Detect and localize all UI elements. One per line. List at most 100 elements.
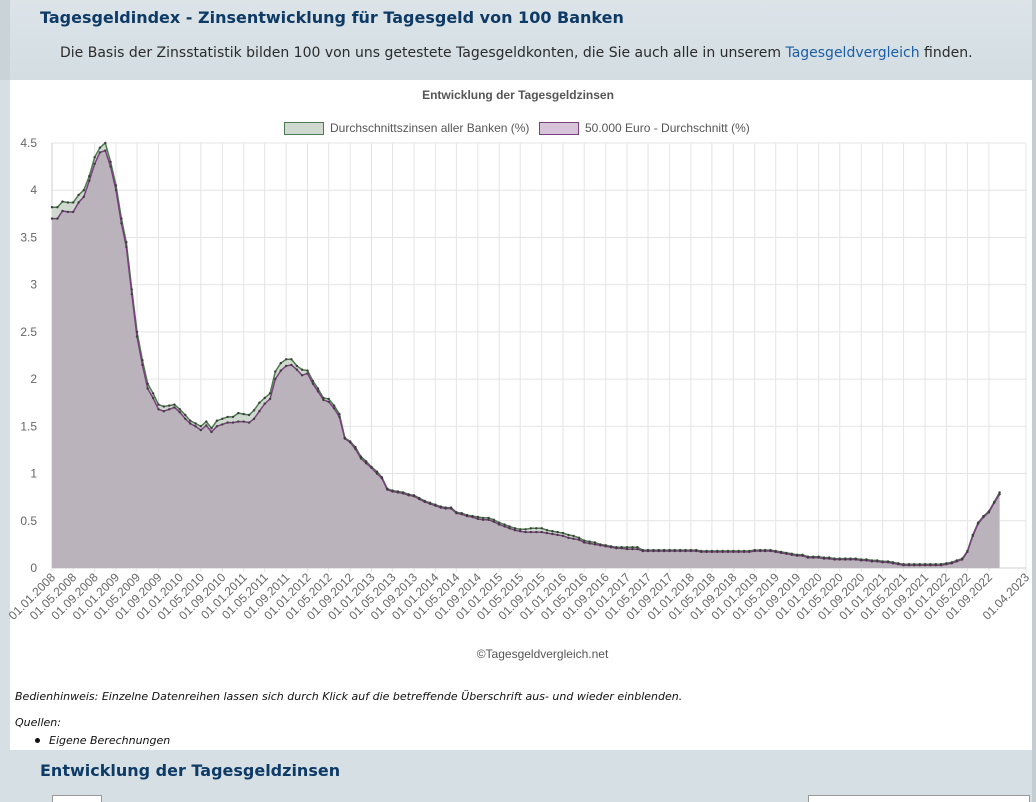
- usage-hint: Bedienhinweis: Einzelne Datenreihen lass…: [15, 690, 683, 703]
- data-point: [114, 184, 118, 187]
- data-point: [641, 549, 644, 553]
- data-point: [508, 525, 511, 528]
- data-point: [252, 417, 256, 420]
- data-point: [726, 550, 730, 554]
- section-title: Entwicklung der Tagesgeldzinsen: [40, 761, 341, 780]
- data-point: [370, 466, 373, 470]
- legend-item-all-banks[interactable]: Durchschnittszinsen aller Banken (%): [284, 120, 529, 136]
- data-point: [141, 363, 144, 367]
- data-point: [955, 560, 958, 563]
- data-point: [939, 564, 943, 567]
- data-point: [380, 477, 384, 480]
- data-point: [178, 408, 181, 411]
- data-point: [178, 411, 181, 414]
- data-point: [673, 549, 676, 553]
- data-point: [631, 546, 634, 549]
- data-point: [918, 564, 921, 567]
- data-point: [695, 549, 698, 553]
- data-point: [364, 460, 368, 463]
- data-point: [151, 392, 155, 395]
- y-tick-label: 3: [30, 278, 37, 292]
- chart-credit: ©Tagesgeldvergleich.net: [476, 647, 609, 661]
- y-tick-label: 2: [30, 372, 37, 386]
- data-point: [141, 359, 144, 362]
- data-point: [865, 559, 868, 562]
- data-point: [61, 209, 64, 213]
- legend-swatch-50000: [539, 121, 579, 135]
- header-band: [0, 0, 1036, 80]
- data-point: [572, 534, 575, 538]
- control-partial-left[interactable]: [52, 795, 102, 802]
- data-point: [391, 490, 394, 493]
- legend-item-50000[interactable]: 50.000 Euro - Durchschnitt (%): [539, 120, 750, 136]
- data-point: [519, 530, 522, 533]
- data-point: [93, 162, 96, 165]
- data-point: [577, 536, 581, 539]
- data-point: [785, 552, 788, 555]
- page-title: Tagesgeldindex - Zinsentwicklung für Tag…: [40, 8, 624, 27]
- intro-text: Die Basis der Zinsstatistik bilden 100 v…: [60, 45, 973, 61]
- data-point: [258, 401, 261, 404]
- data-point: [476, 515, 480, 519]
- data-point: [593, 541, 597, 544]
- data-point: [631, 547, 634, 551]
- data-point: [418, 497, 421, 501]
- data-point: [609, 546, 613, 549]
- data-point: [199, 425, 202, 428]
- data-point: [945, 563, 948, 566]
- data-point: [710, 550, 714, 554]
- data-point: [263, 402, 266, 405]
- data-point: [98, 151, 102, 154]
- data-point: [567, 533, 570, 537]
- data-point: [168, 408, 171, 411]
- comparison-link[interactable]: Tagesgeldvergleich: [785, 45, 920, 61]
- data-point: [359, 455, 363, 458]
- data-point: [279, 369, 282, 372]
- data-point: [386, 488, 389, 491]
- data-point: [311, 382, 315, 385]
- chart-areas: [52, 143, 1000, 568]
- data-point: [545, 529, 549, 532]
- legend-label-50000: 50.000 Euro - Durchschnitt (%): [585, 121, 750, 135]
- data-point: [662, 549, 666, 553]
- data-point: [657, 549, 660, 553]
- data-point: [375, 472, 379, 475]
- data-point: [498, 521, 501, 524]
- data-point: [300, 374, 304, 377]
- data-point: [215, 419, 219, 422]
- data-point: [173, 406, 176, 409]
- data-point: [189, 419, 192, 422]
- data-point: [460, 513, 463, 516]
- data-point: [455, 512, 458, 515]
- data-point: [268, 392, 272, 395]
- data-point: [274, 370, 277, 373]
- data-point: [779, 551, 783, 555]
- data-point: [801, 554, 804, 557]
- data-point: [993, 501, 996, 504]
- data-point: [375, 470, 379, 473]
- data-point: [476, 517, 480, 521]
- data-point: [833, 558, 836, 561]
- scrollbar-edge: [1032, 0, 1036, 802]
- control-partial-right[interactable]: [808, 795, 1030, 802]
- data-point: [231, 415, 235, 419]
- data-point: [987, 511, 991, 514]
- data-point: [268, 397, 272, 401]
- data-point: [412, 495, 416, 498]
- data-point: [237, 411, 240, 415]
- data-point: [306, 372, 309, 375]
- header-shade: [0, 0, 10, 80]
- data-point: [604, 545, 607, 548]
- data-point: [349, 441, 352, 444]
- data-point: [492, 520, 495, 523]
- data-point: [135, 330, 139, 334]
- data-point: [588, 542, 591, 545]
- data-point: [56, 217, 59, 220]
- data-point: [844, 558, 847, 561]
- data-point: [247, 421, 251, 424]
- data-point: [332, 407, 336, 410]
- data-point: [535, 530, 538, 534]
- data-point: [258, 410, 261, 413]
- data-point: [742, 550, 746, 554]
